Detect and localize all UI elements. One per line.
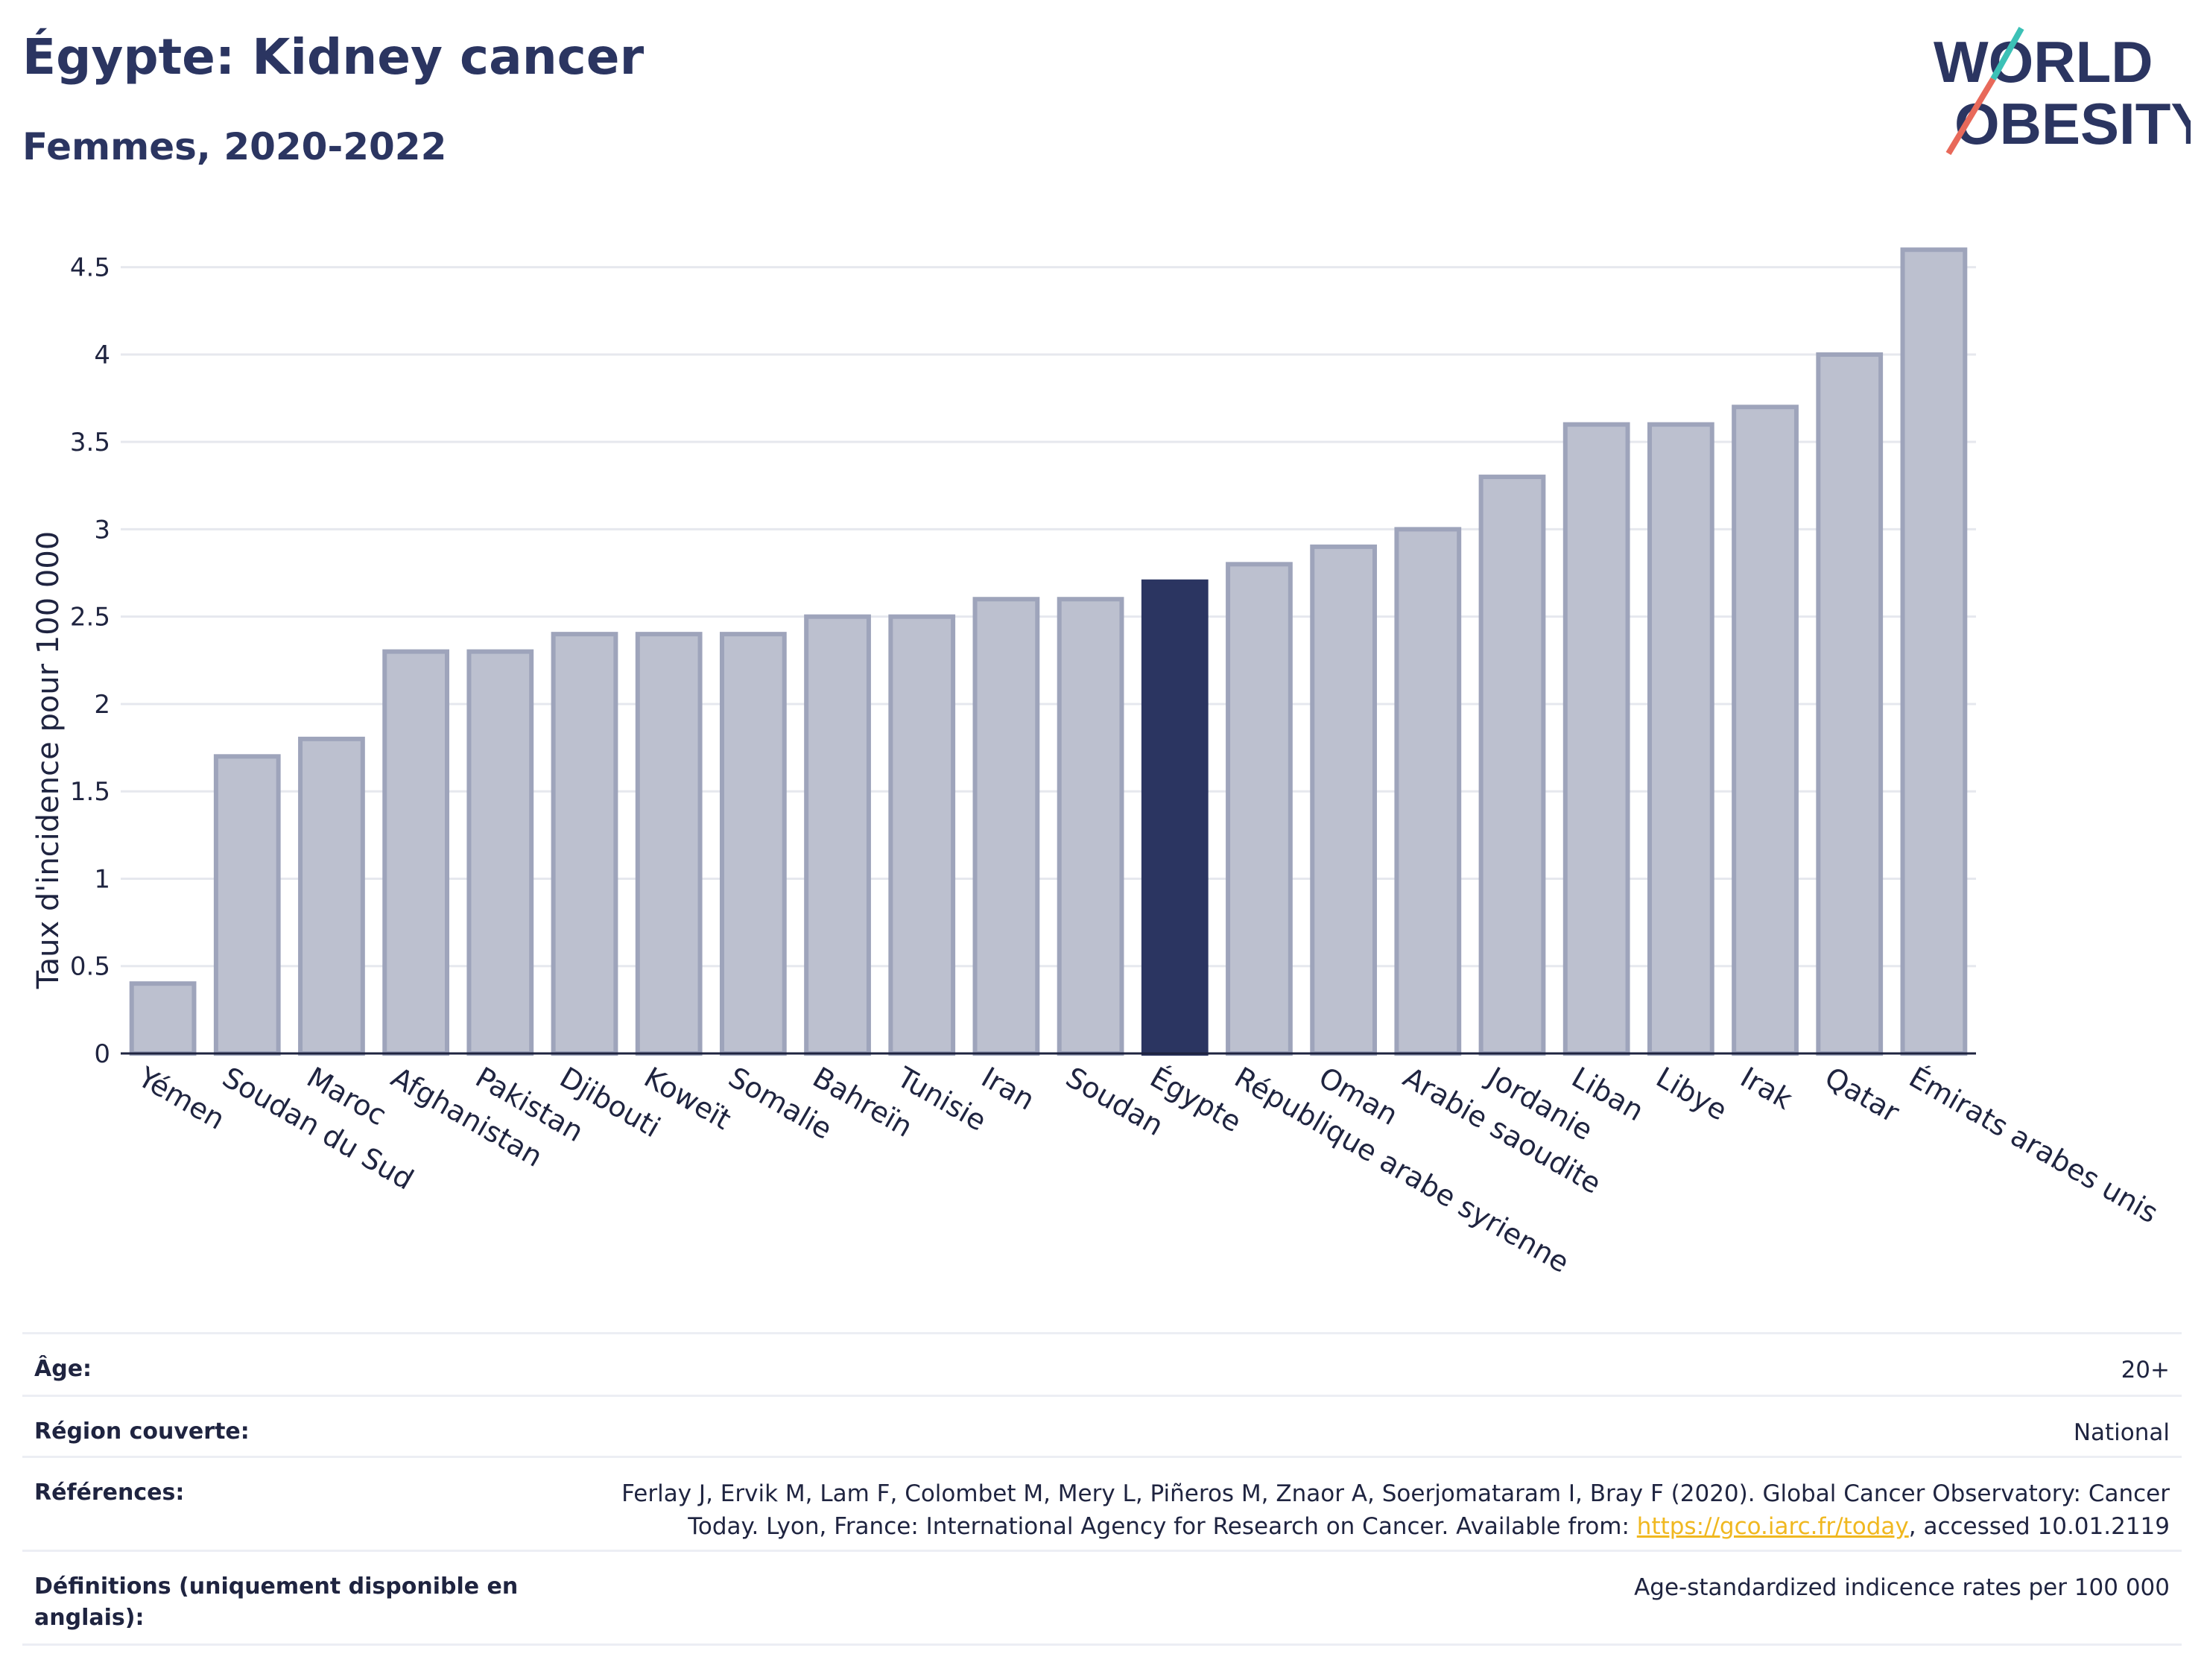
bar-5: [551, 632, 618, 1056]
bar-16: [1478, 475, 1546, 1056]
bar-13: [1226, 562, 1293, 1056]
x-tick-label: Yémen: [132, 1060, 230, 1136]
y-tick-label: 3: [94, 515, 110, 545]
bar-19: [1732, 405, 1799, 1056]
age-label: Âge:: [34, 1356, 92, 1382]
bar-20: [1816, 352, 1884, 1056]
x-tick-label: Libye: [1650, 1061, 1732, 1127]
meta-row-region: Région couverte: National: [22, 1397, 2182, 1458]
y-tick-label: 1.5: [70, 777, 110, 807]
bar-15: [1394, 527, 1462, 1056]
age-value: 20+: [2121, 1357, 2170, 1383]
definitions-label: Définitions (uniquement disponible en an…: [34, 1573, 519, 1631]
references-value: Ferlay J, Ervik M, Lam F, Colombet M, Me…: [621, 1477, 2170, 1543]
metadata-table: Âge: 20+ Région couverte: National Référ…: [22, 1332, 2182, 1646]
bar-14: [1310, 544, 1378, 1056]
page-title: Égypte: Kidney cancer: [22, 28, 645, 86]
bar-6: [635, 632, 703, 1056]
y-tick-label: 1: [94, 864, 110, 894]
y-tick-label: 3.5: [70, 428, 110, 457]
world-obesity-logo: WORLD OBESITY: [1934, 27, 2191, 155]
x-tick-label: Qatar: [1820, 1061, 1905, 1129]
y-tick-label: 2.5: [70, 603, 110, 633]
bar-1: [213, 754, 281, 1056]
logo-line1: WORLD: [1934, 29, 2153, 95]
definitions-value: Age-standardized indicence rates per 100…: [1634, 1574, 2170, 1601]
references-line2-pre: Today. Lyon, France: International Agenc…: [688, 1513, 1637, 1540]
y-tick-labels: 0 0.5 1 1.5 2 2.5 3 3.5 4 4.5: [70, 253, 110, 1069]
x-tick-label: Émirats arabes unis: [1904, 1061, 2164, 1230]
bar-8: [804, 614, 871, 1056]
bar-12: [1141, 579, 1209, 1056]
bar-21: [1900, 247, 1968, 1056]
y-axis-label: Taux d'incidence pour 100 000: [31, 531, 66, 989]
references-line2-post: , accessed 10.01.2119: [1908, 1513, 2170, 1540]
bar-3: [382, 649, 450, 1056]
bars: [129, 247, 1968, 1056]
y-tick-label: 0: [94, 1039, 110, 1069]
meta-row-definitions: Définitions (uniquement disponible en an…: [22, 1552, 2182, 1646]
meta-row-references: Références: Ferlay J, Ervik M, Lam F, Co…: [22, 1458, 2182, 1552]
y-tick-label: 0.5: [70, 952, 110, 982]
page-subtitle: Femmes, 2020-2022: [22, 125, 447, 168]
y-tick-label: 2: [94, 690, 110, 720]
y-tick-label: 4.5: [70, 253, 110, 283]
region-label: Région couverte:: [34, 1419, 250, 1445]
logo-slash-coral: [1945, 77, 1996, 155]
references-link[interactable]: https://gco.iarc.fr/today: [1636, 1513, 1909, 1540]
bar-10: [972, 597, 1040, 1056]
meta-row-age: Âge: 20+: [22, 1334, 2182, 1397]
y-tick-label: 4: [94, 340, 110, 370]
bar-9: [888, 614, 956, 1056]
region-value: National: [2073, 1419, 2170, 1446]
x-tick-label: Irak: [1735, 1061, 1798, 1116]
logo-line2: OBESITY: [1954, 91, 2191, 155]
bar-7: [719, 632, 787, 1056]
x-tick-label: Soudan: [1060, 1061, 1169, 1143]
references-label: Références:: [34, 1480, 185, 1506]
bar-4: [466, 649, 534, 1056]
bar-18: [1647, 422, 1714, 1056]
bar-11: [1057, 597, 1124, 1056]
bar-2: [298, 736, 365, 1056]
logo-slash-teal: [1990, 27, 2024, 80]
references-line1: Ferlay J, Ervik M, Lam F, Colombet M, Me…: [621, 1480, 2170, 1507]
bar-0: [129, 981, 197, 1056]
bar-17: [1562, 422, 1630, 1056]
